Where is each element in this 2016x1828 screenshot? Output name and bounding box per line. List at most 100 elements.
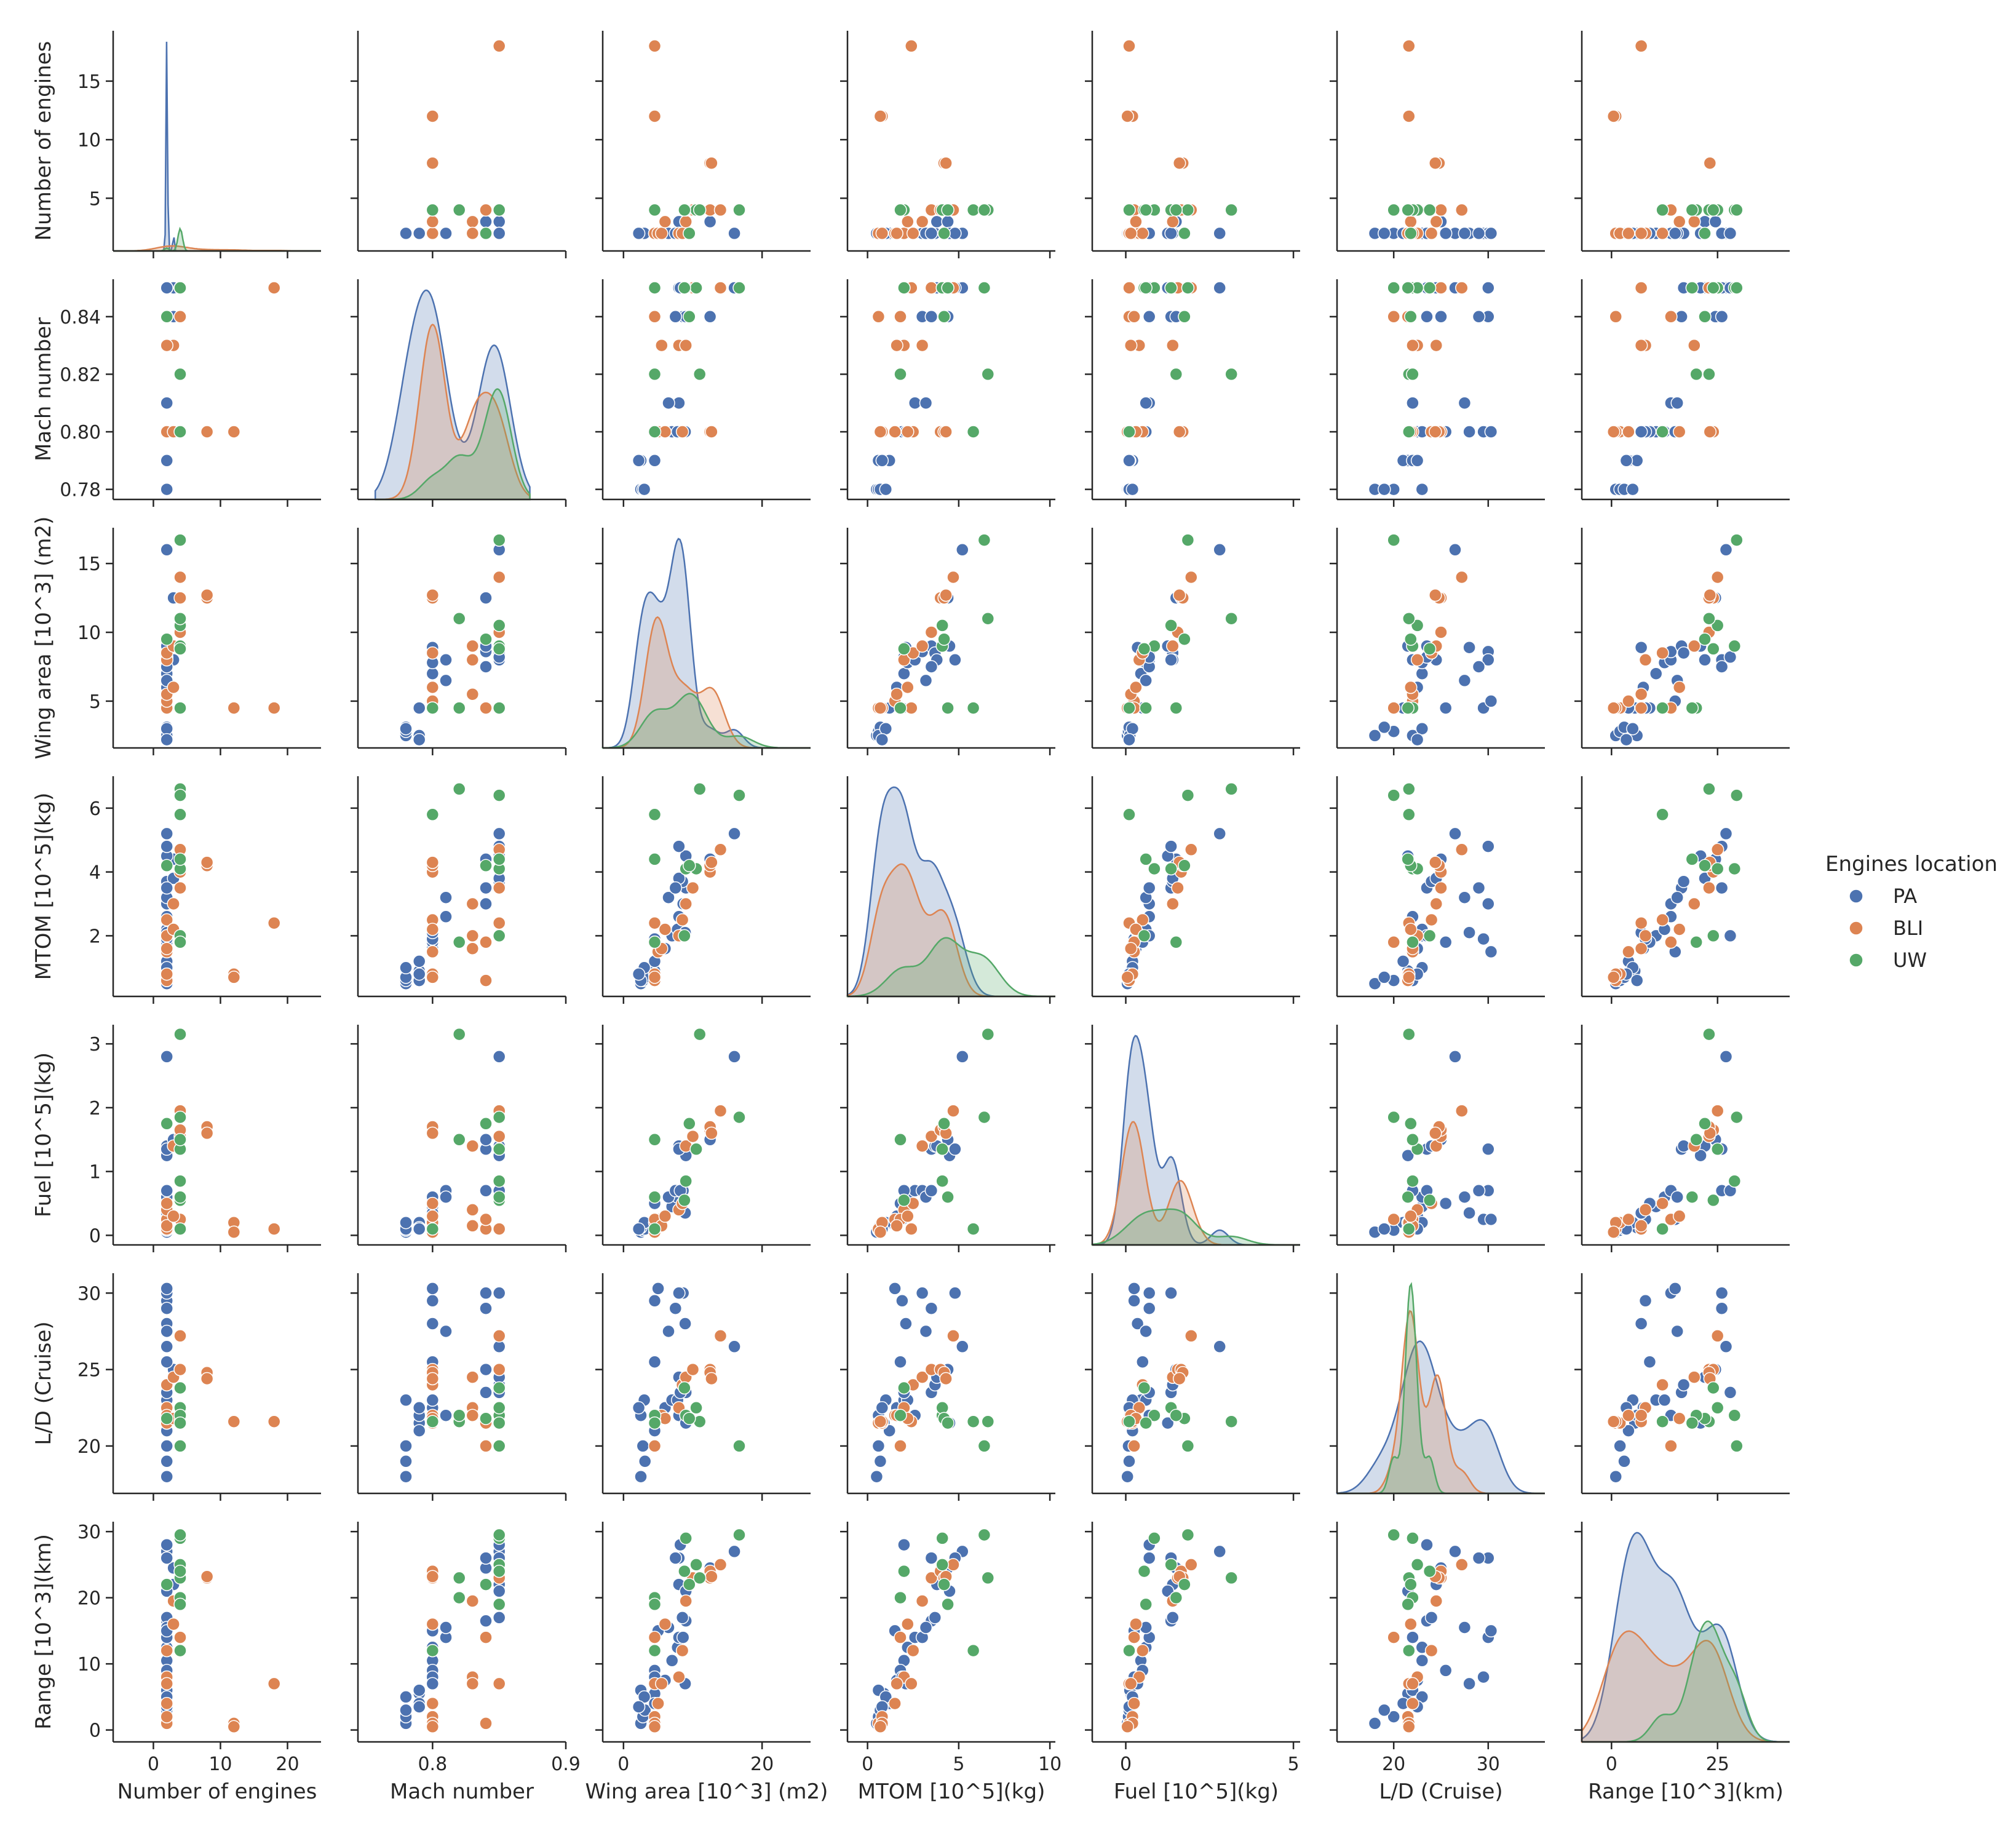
point-uw-0 bbox=[1122, 1415, 1136, 1428]
point-bli-2 bbox=[1622, 1212, 1635, 1226]
point-bli-5 bbox=[1688, 639, 1701, 653]
point-bli-15 bbox=[1124, 1677, 1138, 1691]
point-bli-6 bbox=[924, 1129, 939, 1143]
point-bli-12 bbox=[648, 1720, 662, 1734]
point-pa-21 bbox=[160, 396, 173, 410]
point-bli-12 bbox=[227, 1720, 241, 1734]
point-pa-6 bbox=[665, 1654, 679, 1667]
point-bli-15 bbox=[890, 687, 903, 701]
point-uw-7 bbox=[173, 936, 187, 949]
point-pa-14 bbox=[1448, 827, 1462, 841]
y-tick-label: 2 bbox=[89, 926, 101, 947]
point-pa-24 bbox=[669, 1301, 683, 1315]
point-pa-14 bbox=[728, 1340, 741, 1354]
point-pa-26 bbox=[492, 226, 506, 240]
point-uw-3 bbox=[1224, 611, 1238, 626]
point-pa-23 bbox=[1484, 1624, 1498, 1638]
point-pa-21 bbox=[919, 674, 933, 688]
kde-uw bbox=[846, 937, 1055, 998]
point-uw-6 bbox=[678, 929, 691, 943]
point-uw-8 bbox=[173, 1416, 187, 1430]
point-uw-4 bbox=[1387, 789, 1400, 802]
point-uw-3 bbox=[452, 1027, 466, 1041]
point-bli-13 bbox=[1634, 39, 1648, 53]
point-bli-13 bbox=[905, 701, 918, 715]
point-bli-10 bbox=[1429, 1126, 1442, 1140]
point-uw-8 bbox=[1139, 281, 1153, 295]
point-pa-4 bbox=[412, 955, 426, 968]
point-pa-13 bbox=[703, 310, 717, 324]
point-bli-13 bbox=[905, 1222, 918, 1236]
point-uw-3 bbox=[1224, 203, 1238, 217]
point-bli-14 bbox=[479, 1212, 493, 1226]
point-bli-5 bbox=[1429, 897, 1443, 911]
point-bli-13 bbox=[267, 701, 281, 715]
point-pa-21 bbox=[1458, 396, 1472, 410]
point-uw-0 bbox=[1122, 808, 1136, 822]
point-bli-5 bbox=[1688, 1370, 1701, 1384]
point-bli-10 bbox=[1429, 425, 1442, 439]
point-bli-13 bbox=[1634, 916, 1648, 930]
point-bli-15 bbox=[1124, 338, 1138, 352]
point-uw-0 bbox=[648, 425, 662, 439]
y-axis-title: Wing area [10^3] (m2) bbox=[31, 517, 56, 760]
point-pa-7 bbox=[1657, 1393, 1672, 1407]
point-uw-0 bbox=[648, 808, 662, 822]
point-bli-4 bbox=[160, 1643, 173, 1658]
point-pa-21 bbox=[160, 1324, 173, 1338]
point-bli-15 bbox=[890, 1219, 903, 1233]
subplot-mtom-vs-mach bbox=[351, 776, 567, 1004]
subplot-engines-vs-mtom bbox=[840, 31, 1055, 258]
point-uw-2 bbox=[492, 1142, 506, 1156]
point-pa-24 bbox=[1715, 660, 1729, 674]
point-pa-21 bbox=[1458, 1621, 1472, 1634]
point-uw-4 bbox=[1387, 203, 1400, 217]
point-uw-4 bbox=[977, 281, 991, 295]
point-pa-24 bbox=[924, 1301, 939, 1315]
point-bli-14 bbox=[173, 1631, 187, 1644]
point-bli-4 bbox=[426, 226, 440, 240]
point-pa-2 bbox=[1378, 1222, 1391, 1236]
point-uw-2 bbox=[1164, 619, 1178, 632]
point-bli-10 bbox=[1429, 588, 1442, 602]
point-uw-5 bbox=[1698, 859, 1712, 873]
point-pa-23 bbox=[1669, 226, 1682, 240]
point-bli-15 bbox=[1634, 687, 1648, 701]
point-bli-4 bbox=[1656, 1378, 1669, 1392]
point-pa-24 bbox=[1472, 660, 1486, 674]
subplot-wing-vs-engines: 5 10 15 Wing area [10^3] (m2) bbox=[31, 517, 321, 760]
x-tick-label: 5 bbox=[1288, 1754, 1300, 1775]
point-pa-11 bbox=[492, 1611, 506, 1624]
point-uw-0 bbox=[966, 203, 980, 217]
point-pa-20 bbox=[1164, 653, 1178, 667]
subplot-wing-vs-fuel bbox=[1085, 528, 1300, 755]
point-bli-10 bbox=[1703, 425, 1717, 439]
point-pa-18 bbox=[426, 1677, 440, 1691]
point-bli-10 bbox=[939, 425, 953, 439]
point-pa-14 bbox=[956, 543, 969, 557]
point-pa-25 bbox=[875, 1401, 889, 1415]
point-pa-14 bbox=[160, 827, 173, 841]
point-bli-16 bbox=[1404, 215, 1418, 229]
point-uw-4 bbox=[173, 789, 187, 802]
x-axis-title: Mach number bbox=[390, 1779, 534, 1804]
point-uw-4 bbox=[1730, 281, 1744, 295]
point-bli-8 bbox=[1185, 570, 1198, 584]
point-uw-6 bbox=[897, 1564, 911, 1578]
point-uw-0 bbox=[426, 808, 440, 822]
point-uw-7 bbox=[1689, 367, 1703, 381]
point-uw-7 bbox=[1406, 936, 1419, 949]
point-pa-18 bbox=[1634, 425, 1648, 439]
point-uw-2 bbox=[935, 1558, 949, 1572]
point-pa-16 bbox=[1439, 226, 1453, 240]
point-bli-14 bbox=[1387, 701, 1400, 715]
point-bli-8 bbox=[713, 281, 728, 295]
point-pa-16 bbox=[1439, 1196, 1453, 1210]
point-uw-3 bbox=[981, 1027, 995, 1041]
point-bli-5 bbox=[466, 1594, 480, 1608]
point-bli-6 bbox=[686, 881, 700, 895]
point-pa-9 bbox=[676, 1631, 690, 1644]
point-bli-10 bbox=[1429, 856, 1442, 869]
y-tick-label: 2 bbox=[89, 1098, 101, 1119]
point-bli-7 bbox=[173, 1362, 187, 1377]
